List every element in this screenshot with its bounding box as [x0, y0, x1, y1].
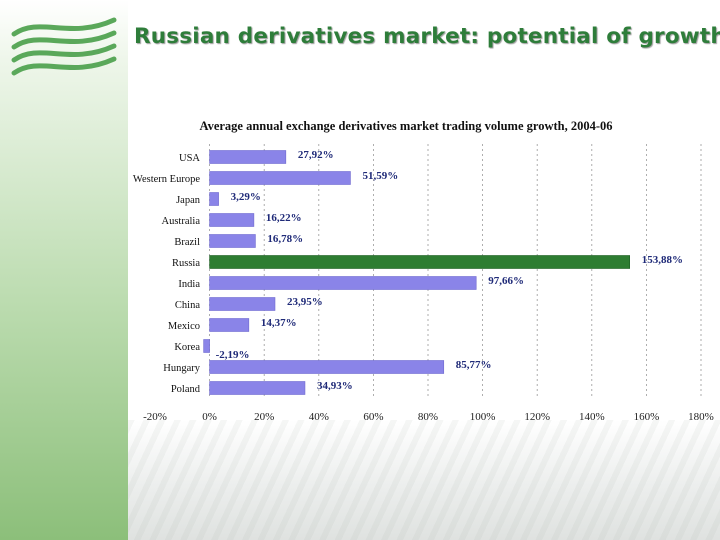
bar	[209, 150, 287, 164]
category-label: Japan	[176, 195, 201, 206]
bar	[209, 381, 306, 395]
bar	[209, 234, 256, 248]
bar-highlight	[209, 255, 630, 269]
bar	[203, 339, 210, 353]
bars	[203, 150, 630, 395]
value-label: 23,95%	[287, 296, 323, 308]
value-label: 153,88%	[642, 254, 683, 266]
x-tick-label: 100%	[470, 411, 496, 423]
category-label: USA	[179, 153, 200, 164]
value-label: -2,19%	[216, 349, 250, 361]
chart-title: Average annual exchange derivatives mark…	[199, 119, 612, 133]
category-label: Mexico	[168, 321, 200, 332]
category-label: Russia	[172, 258, 200, 269]
decorative-background	[128, 420, 720, 540]
category-label: Brazil	[174, 237, 200, 248]
bar	[209, 297, 276, 311]
value-label: 85,77%	[456, 359, 492, 371]
value-label: 3,29%	[231, 191, 261, 203]
company-logo-icon	[11, 17, 117, 76]
x-tick-label: 80%	[418, 411, 438, 423]
value-label: 34,93%	[317, 380, 353, 392]
x-tick-label: 0%	[202, 411, 217, 423]
x-tick-label: 40%	[309, 411, 329, 423]
x-tick-label: 60%	[363, 411, 383, 423]
x-tick-label: -20%	[143, 411, 167, 423]
value-label: 16,78%	[267, 233, 303, 245]
bar	[209, 192, 219, 206]
category-label: Poland	[171, 384, 201, 395]
x-tick-label: 180%	[688, 411, 714, 423]
value-labels: 27,92% 51,59% 3,29% 16,22% 16,78% 153,88% 97,6…	[216, 149, 683, 392]
x-axis-ticks: -20% 0% 20% 40% 60% 80% 100% 120% 140% 160% 180%	[143, 411, 714, 423]
sidebar-panel	[0, 0, 128, 540]
bar	[209, 213, 255, 227]
chart-svg: Average annual exchange derivatives mark…	[133, 119, 714, 423]
growth-bar-chart: Average annual exchange derivatives mark…	[128, 108, 720, 428]
grid-lines	[209, 144, 702, 398]
bar	[209, 360, 445, 374]
x-tick-label: 160%	[634, 411, 660, 423]
value-label: 14,37%	[261, 317, 297, 329]
category-label: Australia	[162, 216, 201, 227]
category-label: Hungary	[163, 363, 200, 374]
category-label: China	[175, 300, 200, 311]
category-label: Korea	[174, 342, 200, 353]
x-tick-label: 20%	[254, 411, 274, 423]
x-tick-label: 140%	[579, 411, 605, 423]
bar	[209, 318, 250, 332]
x-tick-label: 120%	[524, 411, 550, 423]
value-label: 51,59%	[362, 170, 398, 182]
value-label: 97,66%	[488, 275, 524, 287]
value-label: 16,22%	[266, 212, 302, 224]
category-labels: USA Western Europe Japan Australia Brazil Rus…	[133, 153, 201, 395]
slide-title: Russian derivatives market: potential of…	[134, 24, 720, 49]
value-label: 27,92%	[298, 149, 334, 161]
category-label: Western Europe	[133, 174, 200, 185]
bar	[209, 276, 477, 290]
category-label: India	[178, 279, 200, 290]
bar	[209, 171, 351, 185]
